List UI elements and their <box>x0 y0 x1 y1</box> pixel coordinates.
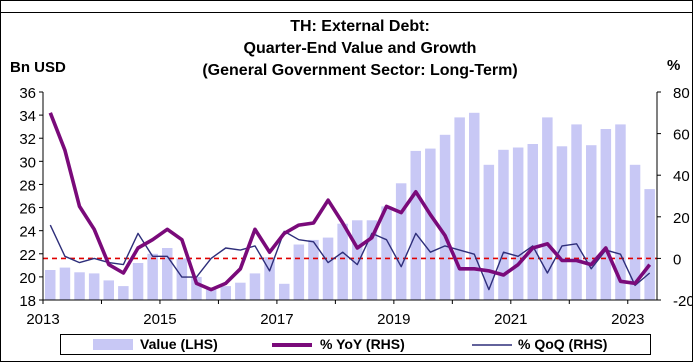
bar-value <box>352 220 363 300</box>
legend: Value (LHS) % YoY (RHS) % QoQ (RHS) <box>60 334 651 355</box>
bar-value <box>279 283 290 300</box>
bar-value <box>542 117 553 301</box>
bar-value <box>498 149 509 300</box>
bar-value <box>176 258 188 300</box>
x-tick-label: 2015 <box>143 311 176 328</box>
legend-label-value: Value (LHS) <box>140 336 218 352</box>
right-tick-label: 80 <box>673 85 690 102</box>
chart-title-line-2: Quarter-End Value and Growth <box>244 40 477 57</box>
bar-value <box>571 124 582 301</box>
bar-value <box>118 286 129 300</box>
bar-value <box>293 244 305 300</box>
bar-value <box>249 273 261 300</box>
left-tick-label: 20 <box>19 270 36 287</box>
bar-value <box>410 150 421 300</box>
left-tick-label: 32 <box>19 131 36 148</box>
chart-title-line-1: TH: External Debt: <box>290 18 430 35</box>
bar-value <box>103 280 114 300</box>
bar-value <box>147 253 158 300</box>
legend-box <box>60 334 651 355</box>
plot-background <box>43 92 657 300</box>
right-tick-label: 0 <box>673 251 681 268</box>
left-tick-label: 30 <box>19 154 36 171</box>
bar-value <box>512 147 524 300</box>
bar-value <box>425 148 436 300</box>
bar-value <box>264 257 275 300</box>
left-tick-label: 24 <box>19 224 36 241</box>
bar-value <box>615 124 626 301</box>
bar-value <box>45 270 56 300</box>
series-line-qoq <box>49 224 651 291</box>
axes: 18 20 22 24 26 28 30 32 34 36 -20 0 20 40 60 80 2013 2015… <box>19 85 693 328</box>
x-tick-label: 2013 <box>26 311 59 328</box>
legend-label-qoq: % QoQ (RHS) <box>518 336 607 352</box>
bar-value <box>337 223 348 300</box>
bar-value <box>395 183 407 300</box>
x-tick-label: 2017 <box>260 311 293 328</box>
x-tick-label: 2019 <box>377 311 410 328</box>
left-tick-label: 34 <box>19 108 36 125</box>
bar-value <box>308 239 319 300</box>
bar-value <box>556 146 568 300</box>
plot-area <box>43 92 657 301</box>
bar-value <box>235 282 246 300</box>
bar-value <box>59 267 71 300</box>
bar-value <box>220 286 231 300</box>
bar-value <box>586 145 597 300</box>
bar-value <box>454 117 465 301</box>
bar-value <box>162 248 173 300</box>
left-tick-label: 26 <box>19 201 36 218</box>
bar-value <box>366 220 378 300</box>
right-tick-label: -20 <box>673 293 693 310</box>
right-tick-label: 40 <box>673 168 690 185</box>
bar-value <box>527 144 538 300</box>
left-tick-label: 22 <box>19 247 36 264</box>
bar-value <box>469 112 480 300</box>
bar-value <box>191 276 202 300</box>
right-tick-label: 20 <box>673 210 690 227</box>
left-tick-label: 18 <box>19 293 36 310</box>
legend-label-yoy: % YoY (RHS) <box>320 336 405 352</box>
left-tick-label: 36 <box>19 85 36 102</box>
bar-value <box>644 189 655 300</box>
x-tick-label: 2021 <box>494 311 527 328</box>
right-axis-unit: % <box>667 57 680 74</box>
bar-value <box>132 263 144 300</box>
bar-value <box>381 206 392 300</box>
bar-value <box>439 134 451 300</box>
left-tick-label: 28 <box>19 177 36 194</box>
bar-value <box>483 164 495 300</box>
right-tick-label: 60 <box>673 127 690 144</box>
bar-value <box>205 289 217 300</box>
bar-value <box>322 237 334 300</box>
bar-value <box>74 272 85 300</box>
left-axis-unit: Bn USD <box>10 59 66 76</box>
bar-value <box>88 273 100 300</box>
bar-value <box>600 129 612 300</box>
bar-value <box>629 164 641 300</box>
chart-title-line-3: (General Government Sector: Long-Term) <box>202 62 517 79</box>
legend-swatch-value <box>93 339 133 350</box>
series-line-yoy <box>48 112 652 292</box>
x-tick-label: 2023 <box>611 311 644 328</box>
